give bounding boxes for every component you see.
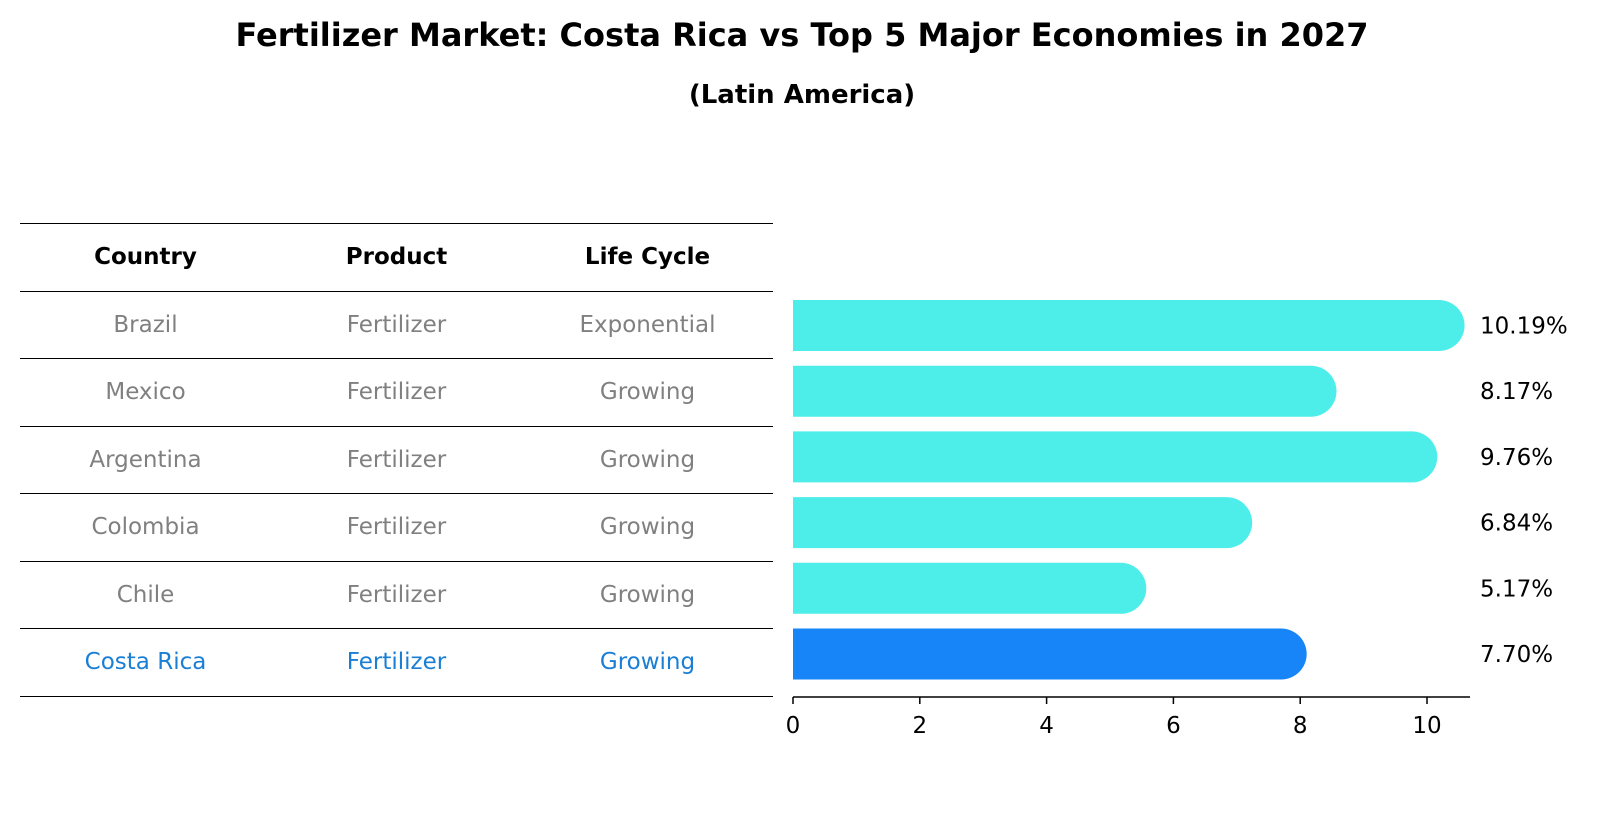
table-row: Colombia Fertilizer Growing bbox=[20, 493, 773, 561]
x-tick-label: 4 bbox=[1039, 713, 1054, 739]
data-label: 9.76% bbox=[1480, 445, 1553, 471]
bar-colombia bbox=[793, 497, 1253, 549]
cell-life-cycle: Growing bbox=[599, 581, 696, 608]
cell-product: Fertilizer bbox=[346, 649, 447, 676]
cell-country: Chile bbox=[116, 581, 175, 608]
x-tick-label: 2 bbox=[912, 713, 927, 739]
cell-country: Argentina bbox=[89, 446, 202, 473]
cell-product: Fertilizer bbox=[346, 311, 447, 338]
chart-title: Fertilizer Market: Costa Rica vs Top 5 M… bbox=[235, 16, 1369, 54]
cell-country: Costa Rica bbox=[84, 649, 207, 676]
table-row: Mexico Fertilizer Growing bbox=[20, 358, 773, 426]
bar-chile bbox=[793, 562, 1147, 614]
data-label: 6.84% bbox=[1480, 511, 1553, 537]
table-header-row: Country Product Life Cycle bbox=[20, 223, 773, 291]
cell-product: Fertilizer bbox=[346, 446, 447, 473]
data-label: 8.17% bbox=[1480, 379, 1553, 405]
x-tick-label: 6 bbox=[1166, 713, 1181, 739]
cell-country: Mexico bbox=[105, 379, 186, 406]
x-tick-label: 8 bbox=[1293, 713, 1308, 739]
cell-life-cycle: Exponential bbox=[579, 311, 716, 338]
data-table: Country Product Life Cycle Brazil Fertil… bbox=[20, 223, 773, 697]
cell-country: Brazil bbox=[113, 311, 178, 338]
data-label: 5.17% bbox=[1480, 576, 1553, 602]
header-product: Product bbox=[345, 244, 448, 271]
bar-argentina bbox=[793, 431, 1438, 483]
cell-product: Fertilizer bbox=[346, 581, 447, 608]
cell-country: Colombia bbox=[91, 514, 200, 541]
header-life-cycle: Life Cycle bbox=[584, 244, 711, 271]
x-tick-label: 10 bbox=[1412, 713, 1441, 739]
bar-brazil bbox=[793, 300, 1465, 351]
table-row: Chile Fertilizer Growing bbox=[20, 560, 773, 629]
table-row: Brazil Fertilizer Exponential bbox=[20, 290, 773, 359]
bar-mexico bbox=[793, 365, 1337, 417]
cell-product: Fertilizer bbox=[346, 379, 447, 406]
cell-life-cycle: Growing bbox=[599, 514, 696, 541]
cell-life-cycle: Growing bbox=[599, 379, 696, 406]
cell-life-cycle: Growing bbox=[599, 649, 696, 676]
data-label: 7.70% bbox=[1480, 642, 1553, 668]
table-row-highlight: Costa Rica Fertilizer Growing bbox=[20, 628, 773, 697]
x-tick-label: 0 bbox=[786, 713, 801, 739]
data-label: 10.19% bbox=[1480, 314, 1568, 340]
cell-product: Fertilizer bbox=[346, 514, 447, 541]
cell-life-cycle: Growing bbox=[599, 446, 696, 473]
table-row: Argentina Fertilizer Growing bbox=[20, 425, 773, 494]
bar-costa-rica bbox=[793, 628, 1307, 680]
chart-subtitle: (Latin America) bbox=[688, 80, 916, 110]
header-country: Country bbox=[94, 244, 197, 271]
